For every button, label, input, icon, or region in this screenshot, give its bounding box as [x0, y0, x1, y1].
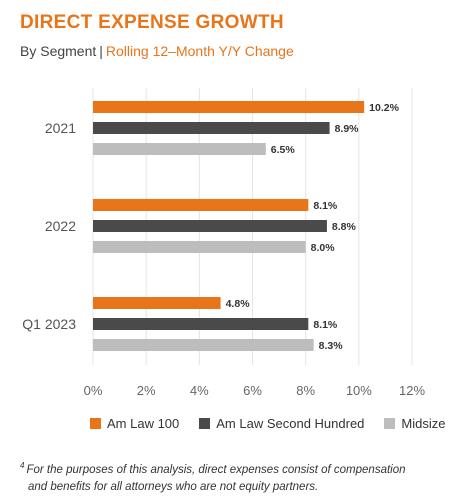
data-label: 8.3% [319, 340, 344, 352]
chart-legend: Am Law 100 Am Law Second Hundred Midsize [90, 416, 446, 431]
x-tick-label: 2% [137, 383, 156, 398]
bar-midsize [93, 143, 266, 155]
data-label: 8.0% [311, 242, 336, 254]
legend-item-midsize: Midsize [384, 416, 446, 431]
footnote-line-1: For the purposes of this analysis, direc… [26, 463, 406, 476]
x-tick-label: 0% [84, 383, 103, 398]
x-tick-label: 10% [346, 383, 372, 398]
footnote-marker: 4 [20, 461, 25, 470]
bar-am-law-second-hundred [93, 220, 327, 232]
legend-swatch-am-law-second-hundred [199, 418, 211, 429]
data-label: 10.2% [369, 102, 399, 114]
bar-am-law-100 [93, 199, 309, 211]
legend-label-am-law-second-hundred: Am Law Second Hundred [216, 416, 365, 431]
bar-am-law-second-hundred [93, 122, 330, 134]
x-tick-label: 8% [296, 383, 315, 398]
category-label: 2021 [45, 120, 76, 136]
legend-item-am-law-second-hundred: Am Law Second Hundred [199, 416, 364, 431]
data-label: 8.8% [332, 221, 357, 233]
data-label: 8.9% [335, 123, 360, 135]
legend-label-am-law-100: Am Law 100 [107, 416, 180, 431]
subtitle-segment: By Segment [20, 43, 97, 59]
chart-subtitle: By Segment | Rolling 12–Month Y/Y Change [20, 43, 294, 59]
legend-swatch-midsize [384, 418, 396, 429]
data-label: 6.5% [271, 144, 296, 156]
bar-am-law-100 [93, 101, 365, 113]
chart-title: DIRECT EXPENSE GROWTH [20, 12, 284, 33]
footnote: 4 For the purposes of this analysis, dire… [20, 457, 435, 496]
bar-chart: 0% 2% 4% 6% 8% 10% 12% 2021 10.2% 8.9% 6.5% 2022 8.1… [22, 88, 425, 398]
data-label: 8.1% [313, 319, 338, 331]
bar-midsize [93, 241, 306, 253]
category-label: Q1 2023 [22, 316, 76, 332]
subtitle-separator: | [99, 43, 103, 59]
x-tick-label: 6% [243, 383, 262, 398]
bar-midsize [93, 339, 314, 351]
legend-label-midsize: Midsize [401, 416, 446, 431]
bar-am-law-100 [93, 297, 221, 309]
subtitle-metric: Rolling 12–Month Y/Y Change [105, 43, 294, 59]
data-label: 8.1% [313, 200, 338, 212]
legend-swatch-am-law-100 [90, 418, 101, 429]
footnote-line-2: and benefits for all attorneys who are n… [28, 480, 319, 493]
bar-am-law-second-hundred [93, 318, 309, 330]
data-label: 4.8% [226, 298, 251, 310]
legend-item-am-law-100: Am Law 100 [90, 416, 179, 431]
x-tick-label: 12% [399, 383, 425, 398]
category-label: 2022 [45, 218, 76, 234]
x-tick-label: 4% [190, 383, 209, 398]
